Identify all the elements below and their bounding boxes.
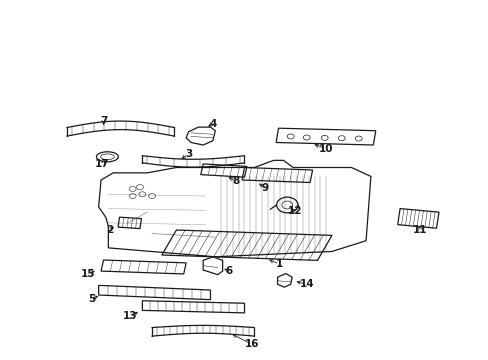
Text: 11: 11 (412, 225, 427, 235)
Text: 14: 14 (299, 279, 313, 289)
Text: 7: 7 (100, 116, 107, 126)
Text: 9: 9 (261, 183, 268, 193)
Text: 10: 10 (318, 144, 333, 154)
Text: 6: 6 (225, 266, 232, 276)
Text: 1: 1 (275, 259, 283, 269)
Text: 5: 5 (87, 294, 95, 303)
Text: 16: 16 (244, 339, 259, 349)
Text: 3: 3 (184, 149, 192, 159)
Text: 17: 17 (95, 159, 110, 169)
Text: 2: 2 (105, 225, 113, 235)
Text: 4: 4 (209, 118, 216, 129)
Text: 8: 8 (232, 176, 240, 186)
Text: 15: 15 (81, 269, 95, 279)
Text: 12: 12 (288, 206, 302, 216)
Text: 13: 13 (123, 311, 137, 321)
